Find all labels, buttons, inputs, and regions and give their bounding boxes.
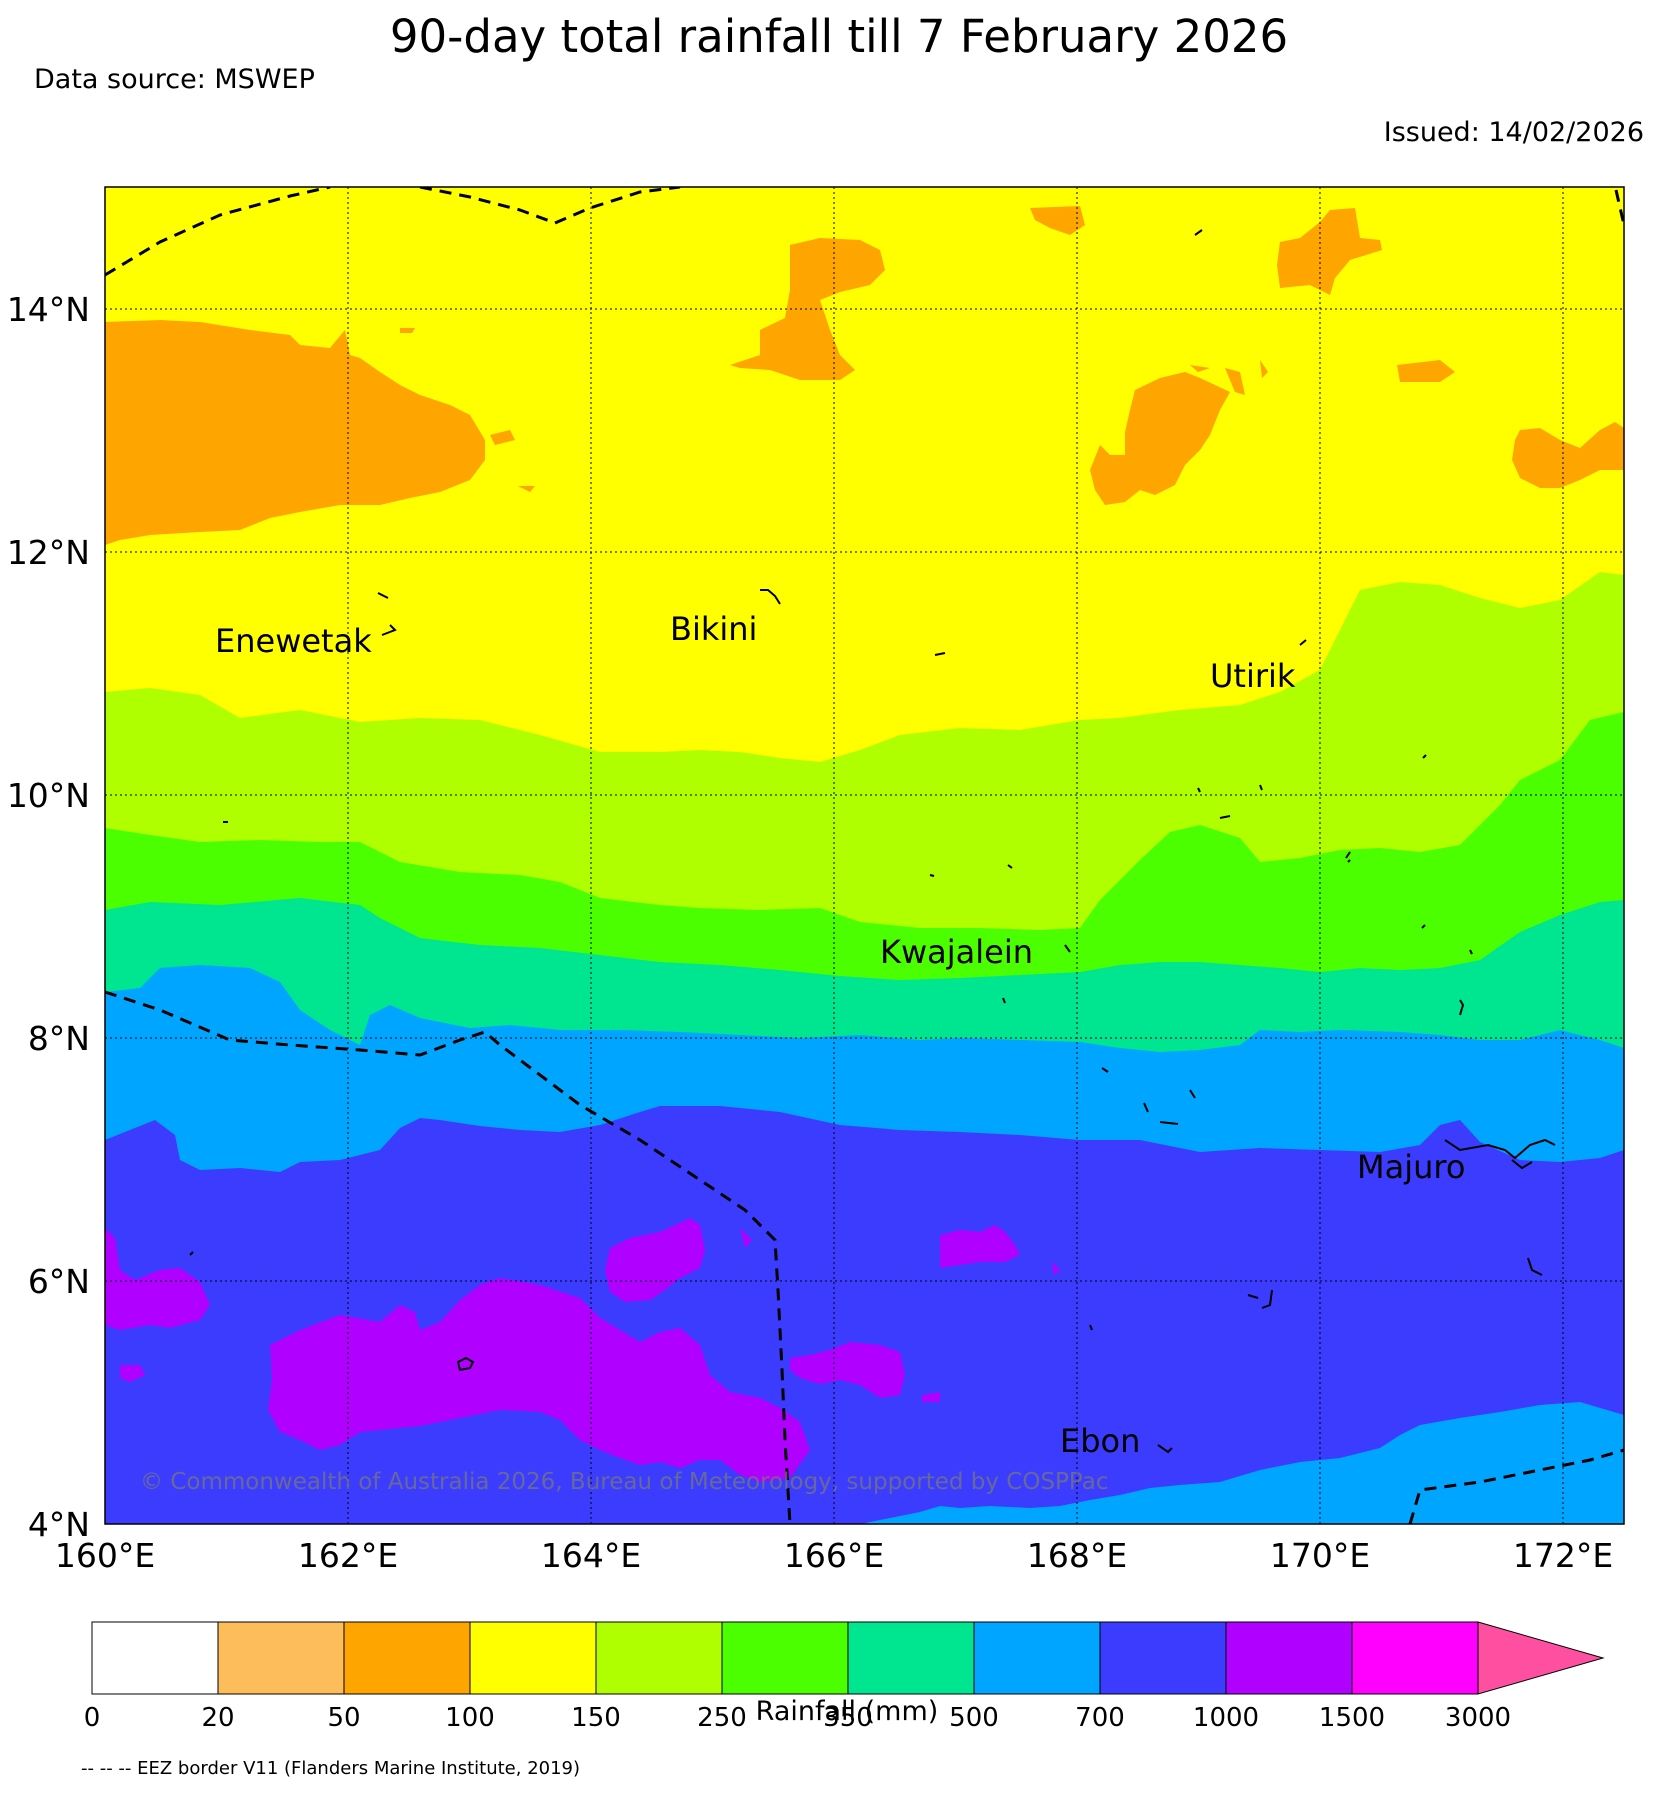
orange-blob-nw bbox=[105, 320, 485, 545]
colorbar-box bbox=[1099, 1621, 1227, 1695]
purple-blob-east bbox=[940, 1225, 1020, 1268]
colorbar bbox=[91, 1621, 1605, 1695]
x-tick-label: 160°E bbox=[55, 1536, 155, 1575]
y-tick-label: 6°N bbox=[28, 1262, 90, 1301]
place-label: Enewetak bbox=[215, 622, 372, 660]
copyright-text: © Commonwealth of Australia 2026, Bureau… bbox=[140, 1469, 1109, 1495]
plot-frame bbox=[104, 186, 1625, 1525]
orange-blob-ne1 bbox=[1030, 206, 1085, 235]
colorbar-tick-label: 1000 bbox=[1193, 1703, 1259, 1733]
colorbar-box bbox=[343, 1621, 471, 1695]
orange-blob-east-center bbox=[1090, 372, 1230, 505]
colorbar-tick-label: 700 bbox=[1075, 1703, 1125, 1733]
colorbar-box bbox=[1225, 1621, 1353, 1695]
issued-date: Issued: 14/02/2026 bbox=[1383, 117, 1644, 148]
x-tick-label: 166°E bbox=[784, 1536, 884, 1575]
colorbar-tick-label: 1500 bbox=[1319, 1703, 1385, 1733]
place-label: Majuro bbox=[1357, 1148, 1465, 1186]
data-source: Data source: MSWEP bbox=[34, 64, 315, 95]
island-outlines bbox=[189, 229, 1556, 1454]
eez-footnote: -- -- -- EEZ border V11 (Flanders Marine… bbox=[81, 1758, 581, 1779]
map-title: 90-day total rainfall till 7 February 20… bbox=[389, 10, 1289, 63]
place-label: Ebon bbox=[1060, 1422, 1140, 1460]
place-label: Utirik bbox=[1210, 657, 1296, 695]
y-tick-label: 10°N bbox=[7, 776, 90, 815]
colorbar-title: Rainfall (mm) bbox=[756, 1696, 939, 1727]
colorbar-box bbox=[1351, 1621, 1479, 1695]
colorbar-box bbox=[469, 1621, 597, 1695]
eez-borders bbox=[105, 187, 1624, 1524]
colorbar-tick-label: 20 bbox=[201, 1703, 234, 1733]
orange-blob-north-center bbox=[730, 238, 885, 380]
colorbar-labels: 0 20 50 100 150 250 350 500 700 1000 1500 3000 bbox=[84, 1703, 1511, 1733]
colorbar-box bbox=[595, 1621, 723, 1695]
colorbar-tick-label: 50 bbox=[327, 1703, 360, 1733]
x-tick-label: 164°E bbox=[541, 1536, 641, 1575]
y-tick-label: 4°N bbox=[28, 1505, 90, 1544]
colorbar-box bbox=[91, 1621, 219, 1695]
y-tick-label: 8°N bbox=[28, 1019, 90, 1058]
colorbar-tick-label: 500 bbox=[949, 1703, 999, 1733]
purple-blob-west bbox=[268, 1278, 810, 1482]
gridlines bbox=[105, 187, 1624, 1524]
colorbar-tick-label: 100 bbox=[445, 1703, 495, 1733]
x-tick-label: 172°E bbox=[1513, 1536, 1613, 1575]
colorbar-tick-label: 350 bbox=[823, 1703, 873, 1733]
band-700-1000 bbox=[105, 1106, 1624, 1524]
y-tick-label: 14°N bbox=[7, 290, 90, 329]
colorbar-box bbox=[847, 1621, 975, 1695]
purple-blob-nw bbox=[105, 1228, 210, 1330]
colorbar-box bbox=[721, 1621, 849, 1695]
colorbar-extend-arrow bbox=[1477, 1621, 1605, 1695]
purple-blob-small bbox=[120, 1365, 145, 1382]
colorbar-box bbox=[217, 1621, 345, 1695]
purple-blob-south bbox=[790, 1342, 905, 1398]
colorbar-tick-label: 150 bbox=[571, 1703, 621, 1733]
y-tick-label: 12°N bbox=[7, 533, 90, 572]
colorbar-tick-label: 3000 bbox=[1445, 1703, 1511, 1733]
place-label: Bikini bbox=[670, 610, 757, 648]
x-tick-label: 168°E bbox=[1027, 1536, 1127, 1575]
rainfall-field bbox=[105, 187, 1624, 1524]
colorbar-box bbox=[973, 1621, 1101, 1695]
orange-blob-ne2 bbox=[1277, 208, 1382, 295]
x-tick-label: 170°E bbox=[1270, 1536, 1370, 1575]
orange-blob-east bbox=[1512, 422, 1624, 488]
colorbar-tick-label: 250 bbox=[697, 1703, 747, 1733]
colorbar-tick-label: 0 bbox=[84, 1703, 101, 1733]
x-tick-label: 162°E bbox=[298, 1536, 398, 1575]
place-label: Kwajalein bbox=[880, 933, 1033, 971]
